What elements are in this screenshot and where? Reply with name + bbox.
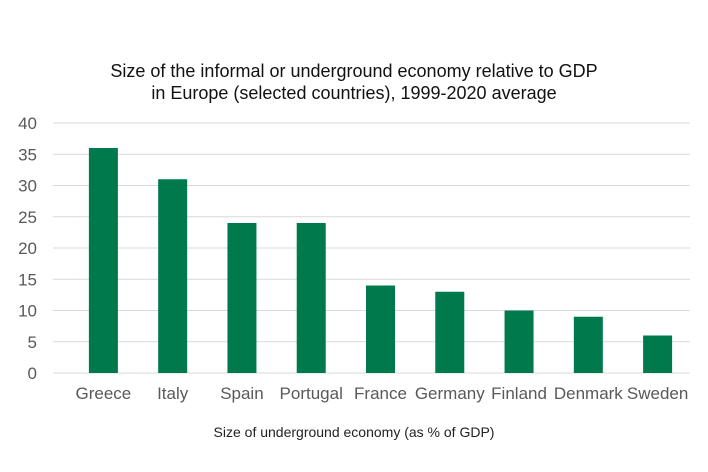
chart-title-line-2: in Europe (selected countries), 1999-202… — [151, 83, 557, 103]
x-tick-label: Finland — [491, 384, 547, 403]
y-tick-label: 5 — [28, 333, 37, 352]
bar-spain — [227, 223, 257, 373]
x-tick-label: Portugal — [280, 384, 343, 403]
bar-france — [366, 285, 395, 373]
chart-title-line-1: Size of the informal or underground econ… — [110, 61, 598, 81]
x-tick-label: Germany — [415, 384, 485, 403]
y-tick-label: 35 — [18, 145, 37, 164]
y-tick-label: 25 — [18, 208, 37, 227]
y-tick-label: 20 — [18, 239, 37, 258]
x-axis-label: Size of underground economy (as % of GDP… — [213, 424, 495, 440]
x-tick-label: Spain — [220, 384, 263, 403]
bar-italy — [158, 179, 188, 373]
x-tick-label: Italy — [157, 384, 189, 403]
bar-portugal — [296, 223, 326, 373]
bar-greece — [88, 148, 118, 373]
x-tick-label: France — [354, 384, 407, 403]
bar-germany — [435, 291, 465, 373]
x-tick-label: Greece — [76, 384, 132, 403]
x-tick-label: Sweden — [627, 384, 688, 403]
y-tick-label: 40 — [18, 114, 37, 133]
y-tick-label: 15 — [18, 270, 37, 289]
bar-sweden — [643, 335, 673, 373]
y-tick-label: 10 — [18, 302, 37, 321]
y-tick-label: 30 — [18, 177, 37, 196]
bar-finland — [504, 310, 534, 373]
bar-denmark — [573, 316, 603, 373]
y-tick-label: 0 — [28, 364, 37, 383]
x-tick-label: Denmark — [554, 384, 623, 403]
